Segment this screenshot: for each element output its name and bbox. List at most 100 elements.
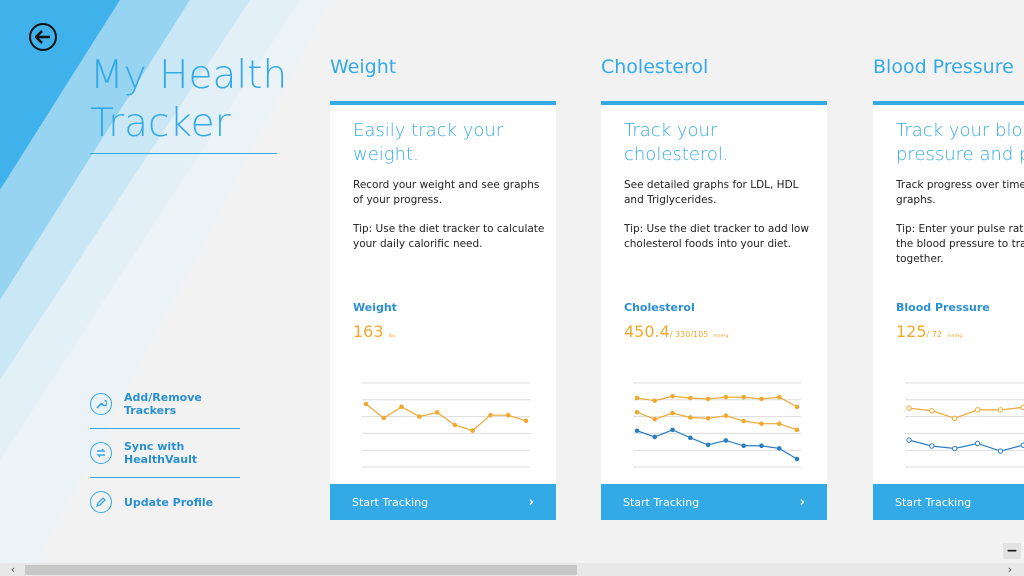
title-divider: [90, 153, 277, 154]
card-tip-line: cholesterol foods into your diet.: [624, 238, 791, 250]
chart-point: [776, 421, 782, 426]
chart-point: [906, 405, 912, 411]
section-heading-cholesterol: Cholesterol: [601, 56, 709, 78]
tracker-card-cholesterol[interactable]: Track your cholesterol. See detailed gra…: [601, 101, 827, 520]
tracker-card-weight[interactable]: Easily track your weight. Record your we…: [330, 101, 556, 520]
action-label: Update Profile: [124, 495, 214, 509]
chart-point: [1020, 442, 1024, 448]
metric-value-secondary: / 72: [926, 330, 942, 339]
semantic-zoom-button[interactable]: −: [1003, 543, 1021, 559]
scroll-right-icon[interactable]: ›: [1007, 563, 1013, 576]
scroll-left-icon[interactable]: ‹: [10, 563, 16, 576]
chart-point: [652, 416, 658, 422]
chart-point: [1020, 404, 1024, 411]
chart-point: [381, 415, 387, 421]
tracker-card-blood-pressure[interactable]: Track your blood pressure and pulse. Tra…: [873, 101, 1024, 520]
start-tracking-label: Start Tracking: [895, 495, 972, 509]
chart-point: [723, 413, 729, 419]
chart-point: [523, 418, 529, 424]
card-description-line: and Triglycerides.: [624, 194, 717, 206]
chart-point: [505, 412, 511, 418]
action-label: Sync with HealthVault: [124, 440, 198, 466]
chart-point: [652, 434, 658, 440]
card-description: Track progress over time with graphs.: [896, 178, 1024, 208]
card-tip-line: Tip: Use the diet tracker to add low: [624, 223, 809, 235]
start-tracking-button[interactable]: Start Tracking ›: [330, 484, 556, 520]
card-tip-line: together.: [896, 253, 944, 265]
sync-healthvault-button[interactable]: Sync with HealthVault: [90, 429, 240, 478]
chart-point: [974, 440, 981, 447]
metric-value: 125/ 72 mmHg: [896, 322, 962, 341]
page-title-line2: Tracker: [90, 101, 231, 146]
blood-pressure-chart: [905, 382, 1024, 468]
chart-point: [634, 395, 640, 401]
card-headline: Track your blood pressure and pulse.: [896, 119, 1024, 167]
page-title: My Health Tracker: [90, 52, 290, 148]
weight-chart: [362, 382, 530, 468]
chart-point: [952, 415, 958, 421]
chart-series-line: [636, 429, 798, 460]
card-headline-line: weight.: [353, 144, 419, 165]
card-description-line: graphs.: [896, 194, 936, 206]
card-description: Record your weight and see graphs of you…: [353, 178, 540, 208]
update-profile-button[interactable]: Update Profile: [90, 478, 240, 526]
horizontal-scrollbar[interactable]: ‹ ›: [0, 563, 1024, 576]
chart-point: [741, 443, 746, 449]
chart-point: [670, 393, 675, 399]
metric-unit: lbs: [388, 334, 396, 339]
chart-point: [974, 407, 981, 413]
chart-point: [634, 409, 640, 415]
chart-point: [652, 398, 658, 403]
card-description-line: See detailed graphs for LDL, HDL: [624, 179, 799, 191]
chart-point: [634, 428, 640, 434]
chart-point: [670, 427, 675, 433]
card-headline-line: cholesterol.: [624, 144, 729, 165]
chart-point: [794, 427, 800, 433]
card-tip: Tip: Use the diet tracker to calculate y…: [353, 222, 544, 252]
card-tip-line: the blood pressure to track them: [896, 238, 1024, 250]
chart-point: [705, 396, 711, 402]
chart-point: [688, 415, 693, 420]
chart-point: [794, 404, 800, 410]
card-tip: Tip: Enter your pulse rate along with th…: [896, 222, 1024, 267]
metric-value: 163 lbs: [353, 322, 395, 341]
chart-point: [723, 394, 729, 400]
chevron-right-icon: ›: [799, 494, 805, 510]
card-description-line: of your progress.: [353, 194, 443, 206]
chart-point: [759, 421, 764, 426]
chart-point: [688, 435, 693, 441]
chart-point: [776, 446, 782, 451]
add-remove-trackers-button[interactable]: Add/Remove Trackers: [90, 380, 240, 429]
pencil-icon: [90, 491, 112, 513]
start-tracking-button[interactable]: Start Tracking: [873, 484, 1024, 520]
chart-point: [688, 395, 693, 401]
chart-series-line: [636, 411, 798, 431]
action-label: Add/Remove Trackers: [124, 391, 202, 417]
chart-point: [723, 438, 729, 443]
start-tracking-label: Start Tracking: [352, 495, 429, 509]
chart-point: [906, 437, 912, 443]
chart-point: [417, 414, 422, 419]
wrench-icon: [90, 393, 112, 415]
chart-point: [705, 416, 711, 421]
chart-point: [929, 443, 935, 449]
chart-point: [997, 407, 1004, 413]
start-tracking-button[interactable]: Start Tracking ›: [601, 484, 827, 520]
start-tracking-label: Start Tracking: [623, 495, 700, 509]
card-headline: Track your cholesterol.: [624, 119, 814, 167]
chart-point: [794, 456, 800, 462]
chart-point: [997, 448, 1004, 454]
back-button[interactable]: [29, 23, 57, 51]
scroll-thumb[interactable]: [25, 565, 577, 575]
cholesterol-chart: [633, 382, 801, 468]
card-tip-line: Tip: Enter your pulse rate along with: [896, 223, 1024, 235]
chart-series-line: [908, 406, 1024, 419]
card-description: See detailed graphs for LDL, HDL and Tri…: [624, 178, 809, 208]
card-tip-line: your daily calorific need.: [353, 238, 483, 250]
card-description-line: Record your weight and see graphs: [353, 179, 540, 191]
chart-series-line: [365, 403, 527, 432]
card-headline-line: Track your: [624, 120, 718, 141]
metric-unit: mmHg: [713, 334, 729, 339]
chart-series-line: [636, 395, 798, 408]
